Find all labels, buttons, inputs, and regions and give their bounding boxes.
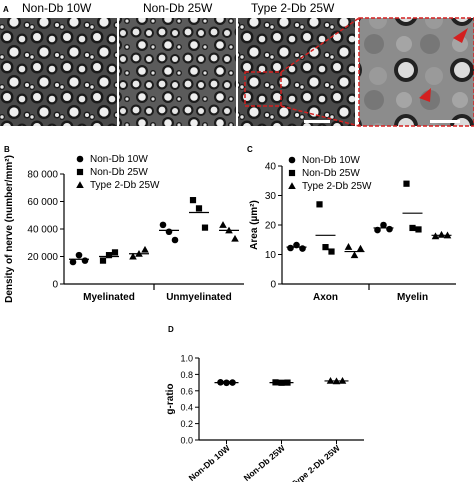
- group-label: Myelinated: [83, 292, 135, 303]
- y-tick-label: 0.4: [180, 403, 193, 413]
- data-point: [69, 258, 77, 266]
- x-tick-label: Non-Db 25W: [242, 442, 288, 482]
- legend-label: Type 2-Db 25W: [90, 180, 160, 191]
- data-point: [386, 225, 393, 233]
- image-label-non-db-25w: Non-Db 25W: [143, 1, 213, 15]
- data-point: [350, 251, 359, 259]
- y-tick-label: 40: [265, 162, 277, 173]
- legend-label: Non-Db 10W: [90, 154, 148, 165]
- data-point: [287, 244, 294, 252]
- data-point: [380, 221, 387, 229]
- group-label: Myelin: [397, 292, 428, 303]
- legend-label: Non-Db 10W: [302, 155, 360, 166]
- panel-label: D: [168, 325, 174, 334]
- data-point: [111, 249, 119, 256]
- arrow-icon: [453, 28, 468, 43]
- legend-marker: [288, 169, 296, 177]
- data-point: [171, 236, 179, 244]
- y-tick-label: 40 000: [27, 225, 58, 236]
- data-point: [201, 224, 209, 231]
- data-point: [81, 257, 89, 264]
- x-tick-label: Type 2-Db 25W: [289, 442, 342, 482]
- legend-label: Non-Db 25W: [302, 168, 360, 179]
- inset-connector-top: [280, 17, 360, 73]
- y-tick-label: 20: [265, 221, 277, 232]
- micrograph-zoom-inset: [359, 18, 474, 126]
- data-point: [189, 197, 197, 204]
- x-tick-label: Non-Db 10W: [187, 442, 233, 482]
- y-tick-label: 0: [270, 280, 276, 291]
- panel-label: B: [4, 145, 10, 154]
- data-point: [195, 205, 203, 212]
- legend-marker: [288, 156, 296, 164]
- data-point: [231, 234, 239, 242]
- chart-density: B 0 20 000 40 000 60 000 80 000 Density of ner…: [4, 145, 244, 303]
- group-label: Unmyelinated: [166, 292, 232, 303]
- chart-g-ratio: D 0.0 0.2 0.4 0.6 0.8 1.0 g-ratio Non-Db 10W Non-…: [165, 325, 364, 482]
- group-label: Axon: [313, 292, 338, 303]
- data-point: [415, 226, 422, 233]
- legend-marker: [76, 181, 84, 188]
- data-point: [299, 245, 306, 252]
- y-tick-label: 0.2: [180, 419, 193, 429]
- data-point: [165, 228, 173, 236]
- image-label-type2-db-25w: Type 2-Db 25W: [251, 1, 335, 15]
- y-tick-label: 30: [265, 191, 277, 202]
- y-tick-label: 0.0: [180, 436, 193, 446]
- micrograph-non-db-10w: [0, 18, 117, 126]
- chart-area: C 0 10 20 30 40 Area (µm²) Axon Myelin Non-Db 10W…: [247, 145, 456, 303]
- data-point: [356, 244, 365, 252]
- data-point: [99, 257, 107, 264]
- data-point: [105, 252, 113, 259]
- inset-selection-box: [244, 71, 282, 107]
- legend-marker: [288, 182, 296, 189]
- panel-a-label: A: [3, 5, 9, 14]
- inset-connector-bottom: [280, 105, 360, 127]
- y-tick-label: 1.0: [180, 354, 193, 364]
- legend-marker: [76, 168, 84, 176]
- data-point: [344, 243, 353, 250]
- data-point: [322, 244, 329, 251]
- y-axis-label: g-ratio: [165, 383, 176, 414]
- scale-bar: [430, 120, 460, 123]
- legend-label: Non-Db 25W: [90, 167, 148, 178]
- data-point: [316, 201, 323, 208]
- arrow-icon: [419, 88, 431, 102]
- y-tick-label: 10: [265, 250, 277, 261]
- micrograph-non-db-25w: [119, 18, 236, 126]
- data-point: [159, 221, 167, 229]
- panel-label: C: [247, 145, 253, 154]
- data-point: [141, 245, 149, 253]
- data-point: [75, 251, 83, 259]
- legend-label: Type 2-Db 25W: [302, 181, 372, 192]
- data-point: [219, 221, 227, 228]
- data-point: [129, 252, 137, 260]
- scale-bar: [304, 120, 330, 123]
- y-tick-label: 60 000: [27, 197, 58, 208]
- y-tick-label: 80 000: [27, 170, 58, 181]
- data-point: [328, 248, 335, 255]
- data-point: [403, 180, 410, 187]
- data-point: [437, 230, 446, 238]
- y-axis-label: Area (µm²): [249, 200, 260, 250]
- image-label-non-db-10w: Non-Db 10W: [22, 1, 92, 15]
- y-tick-label: 20 000: [27, 252, 58, 263]
- data-point: [409, 224, 416, 232]
- inset-border: [358, 17, 474, 127]
- legend-marker: [76, 155, 84, 163]
- y-tick-label: 0: [52, 280, 58, 291]
- y-tick-label: 0.6: [180, 386, 193, 396]
- y-tick-label: 0.8: [180, 370, 193, 380]
- y-axis-label: Density of nerve (number/mm²): [4, 155, 15, 303]
